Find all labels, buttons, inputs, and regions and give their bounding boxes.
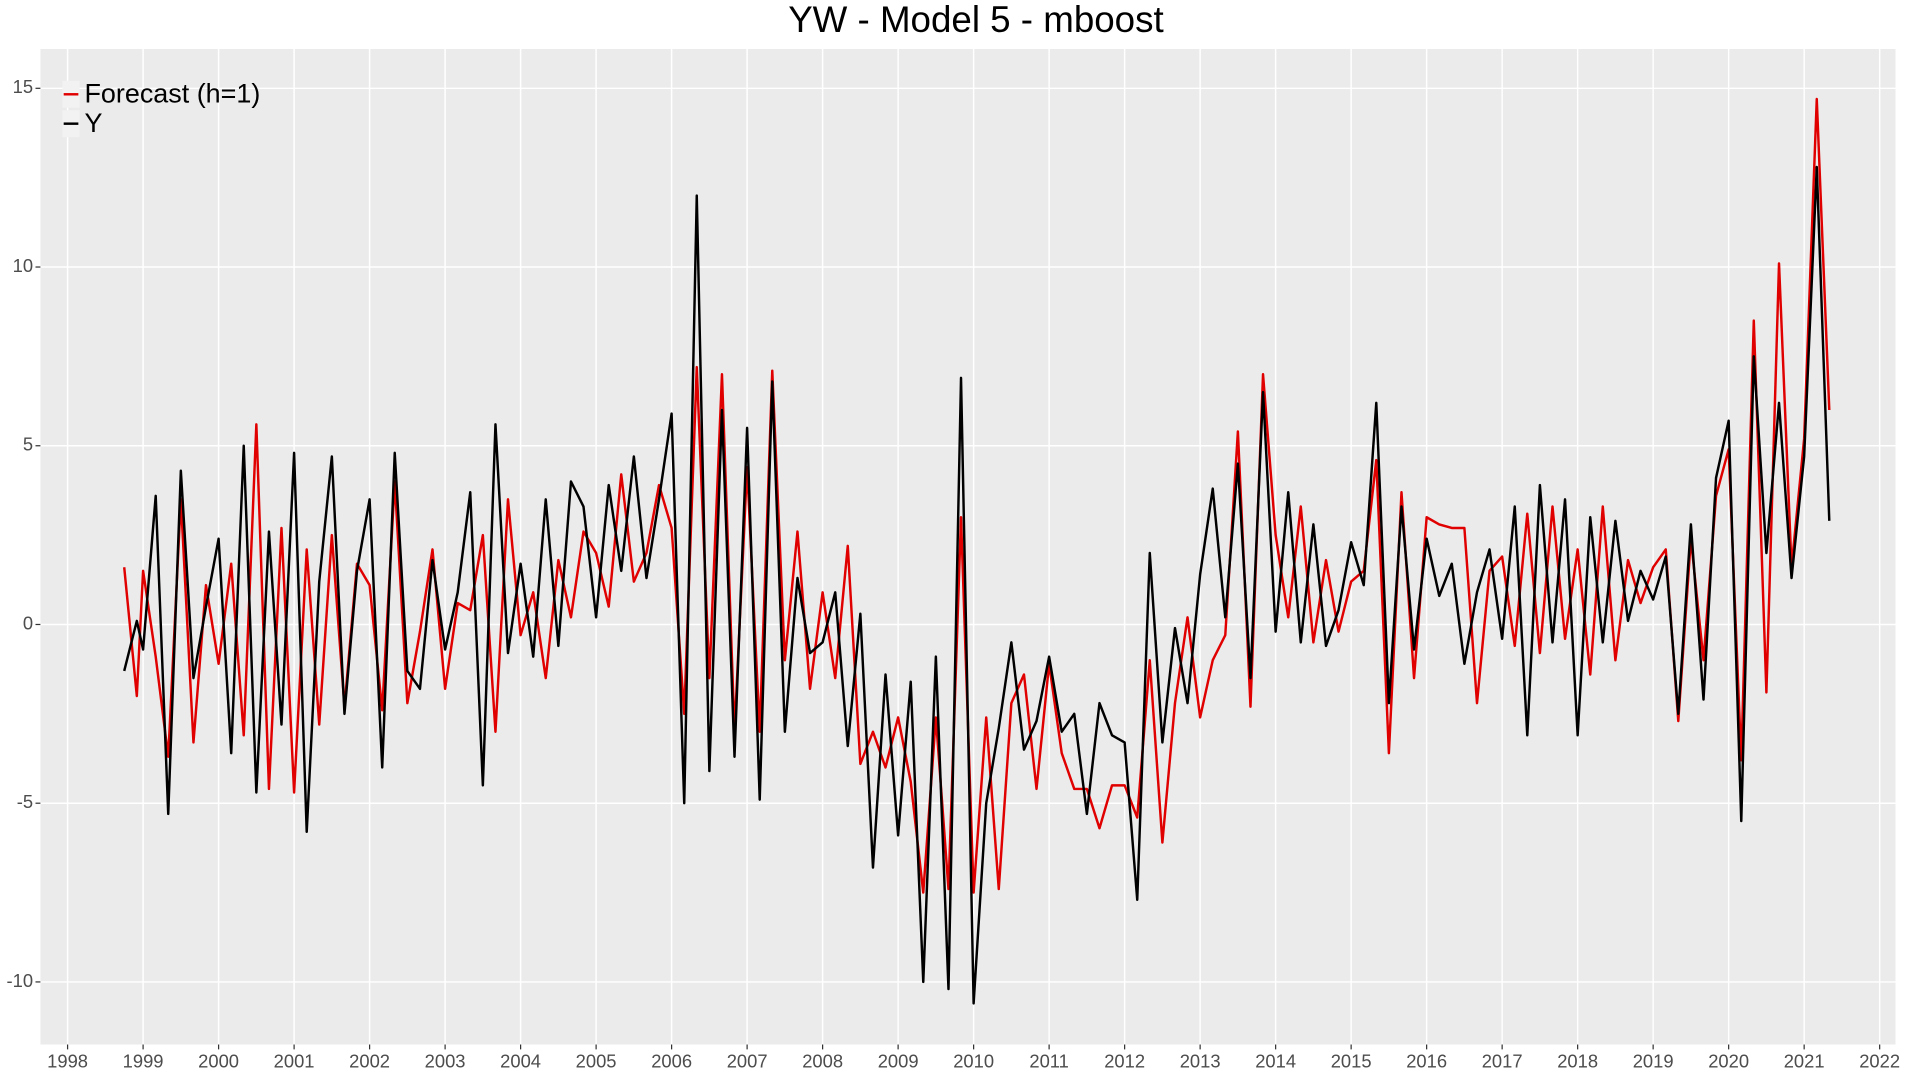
x-tick-label: 2003 (425, 1051, 466, 1072)
y-tick-label: 10 (13, 255, 33, 276)
series-line (122, 97, 1831, 894)
y-tick-label: 5 (23, 434, 33, 455)
x-tick-label: 2022 (1859, 1051, 1900, 1072)
x-tick-label: 2012 (1104, 1051, 1145, 1072)
x-tick-label: 2008 (802, 1051, 843, 1072)
x-tick-label: 1998 (47, 1051, 88, 1072)
legend-label: Forecast (h=1) (84, 79, 260, 109)
x-tick-label: 2013 (1180, 1051, 1221, 1072)
x-tick-label: 2014 (1255, 1051, 1296, 1072)
x-tick-label: 2020 (1708, 1051, 1749, 1072)
legend-label: Y (84, 108, 102, 138)
x-tick-label: 2011 (1029, 1051, 1068, 1072)
x-tick-label: 2019 (1633, 1051, 1674, 1072)
x-tick-label: 2021 (1784, 1051, 1825, 1072)
series-line (123, 165, 1831, 1005)
y-tick-label: -10 (7, 970, 34, 991)
x-tick-label: 2010 (953, 1051, 994, 1072)
y-tick-label: -5 (17, 791, 33, 812)
x-tick-label: 2017 (1482, 1051, 1523, 1072)
x-tick-label: 1999 (123, 1051, 164, 1072)
plot-panel (40, 48, 1896, 1045)
x-tick-label: 2015 (1331, 1051, 1372, 1072)
x-tick-label: 2009 (878, 1051, 919, 1072)
x-tick-label: 2005 (576, 1051, 617, 1072)
x-tick-label: 2006 (651, 1051, 692, 1072)
x-tick-label: 2001 (274, 1051, 315, 1072)
y-tick-label: 0 (23, 612, 33, 633)
chart-title: YW - Model 5 - mboost (788, 0, 1163, 40)
y-tick-label: 15 (13, 76, 33, 97)
x-tick-label: 2018 (1557, 1051, 1598, 1072)
x-tick-label: 2000 (198, 1051, 239, 1072)
x-tick-label: 2002 (349, 1051, 390, 1072)
x-tick-label: 2016 (1406, 1051, 1447, 1072)
x-tick-label: 2007 (727, 1051, 768, 1072)
x-tick-label: 2004 (500, 1051, 541, 1072)
